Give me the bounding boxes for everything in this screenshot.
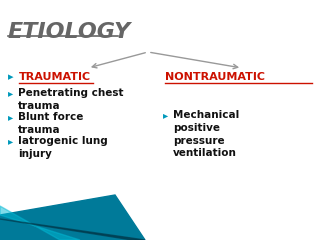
Polygon shape: [0, 219, 145, 240]
Polygon shape: [0, 195, 145, 240]
Polygon shape: [0, 206, 80, 240]
Text: Mechanical
positive
pressure
ventilation: Mechanical positive pressure ventilation: [173, 110, 239, 158]
Text: ETIOLOGY: ETIOLOGY: [8, 22, 131, 42]
Text: TRAUMATIC: TRAUMATIC: [19, 72, 91, 82]
Text: Blunt force
trauma: Blunt force trauma: [18, 112, 84, 135]
Text: Iatrogenic lung
injury: Iatrogenic lung injury: [18, 136, 108, 159]
Text: ▸: ▸: [8, 88, 13, 98]
Text: NONTRAUMATIC: NONTRAUMATIC: [165, 72, 265, 82]
Text: ▸: ▸: [8, 136, 13, 146]
Text: ▸: ▸: [163, 110, 168, 120]
Text: ▸: ▸: [8, 72, 14, 82]
Text: Penetrating chest
trauma: Penetrating chest trauma: [18, 88, 124, 111]
Text: ▸: ▸: [8, 112, 13, 122]
